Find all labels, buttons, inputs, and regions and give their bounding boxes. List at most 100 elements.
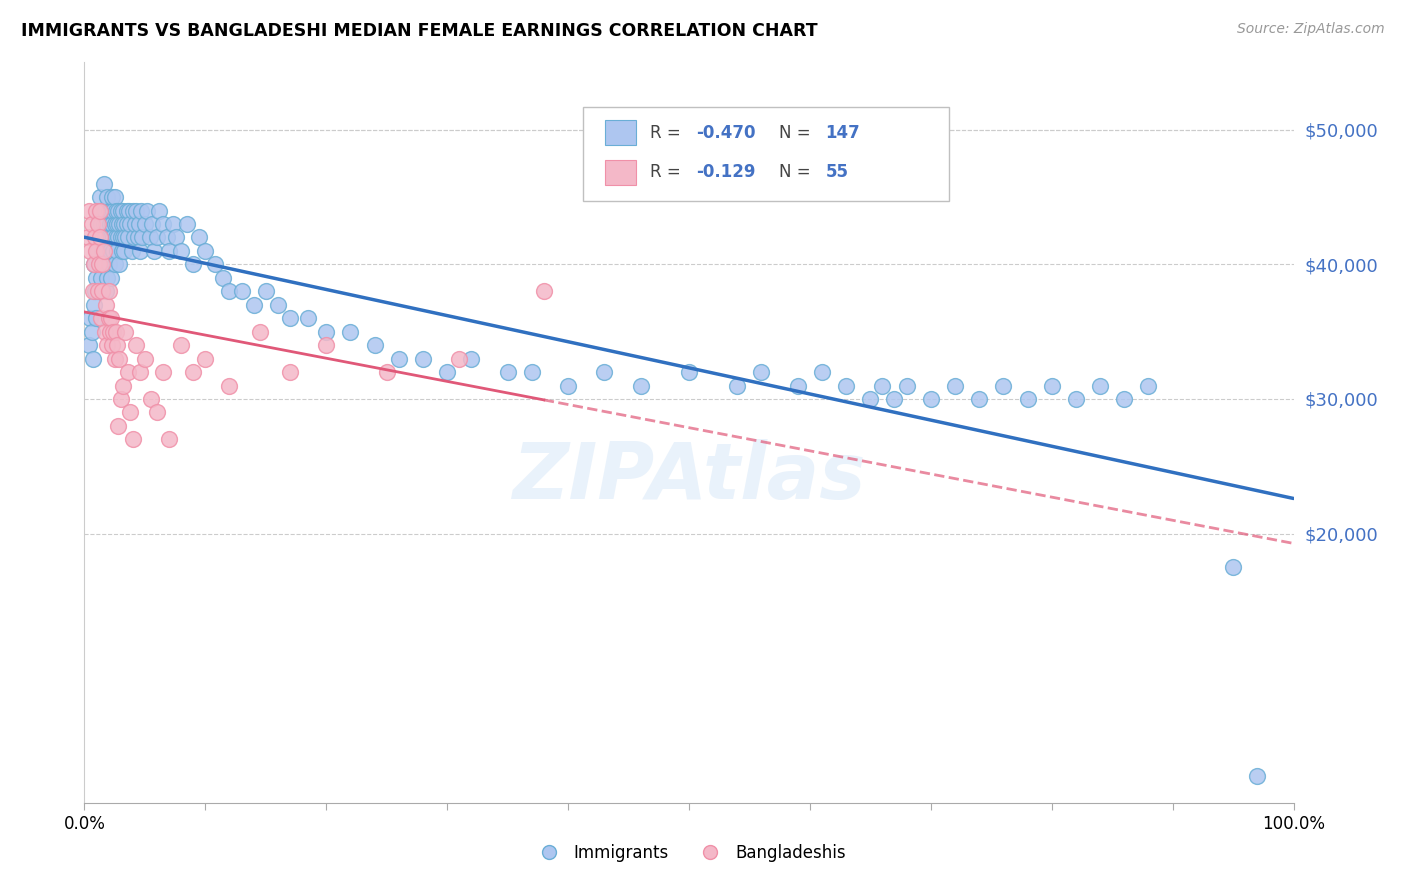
- Point: [100, 203, 122, 218]
- Point: [176, 217, 198, 231]
- Point: [339, 325, 361, 339]
- Point: [86, 217, 108, 231]
- Point: [136, 203, 159, 218]
- Point: [267, 298, 290, 312]
- Point: [129, 203, 152, 218]
- Point: [80, 325, 103, 339]
- Point: [194, 244, 217, 258]
- Point: [204, 257, 226, 271]
- Point: [1137, 378, 1160, 392]
- Point: [460, 351, 482, 366]
- Point: [1088, 378, 1111, 392]
- Point: [143, 244, 166, 258]
- Point: [533, 285, 555, 299]
- Point: [127, 230, 149, 244]
- Point: [94, 298, 117, 312]
- Point: [97, 311, 120, 326]
- Point: [89, 203, 111, 218]
- Point: [104, 230, 127, 244]
- Point: [412, 351, 434, 366]
- Point: [110, 392, 132, 406]
- Point: [121, 203, 143, 218]
- Point: [97, 257, 120, 271]
- Point: [496, 365, 519, 379]
- Point: [110, 230, 132, 244]
- Point: [165, 230, 187, 244]
- Point: [94, 217, 117, 231]
- Point: [104, 203, 127, 218]
- Point: [93, 217, 115, 231]
- Point: [86, 203, 108, 218]
- Point: [297, 311, 319, 326]
- Point: [1114, 392, 1136, 406]
- Point: [872, 378, 894, 392]
- Point: [157, 244, 180, 258]
- Point: [87, 285, 110, 299]
- Point: [112, 244, 135, 258]
- Point: [84, 285, 107, 299]
- Point: [129, 244, 152, 258]
- Point: [80, 217, 103, 231]
- Point: [212, 270, 235, 285]
- Point: [278, 311, 301, 326]
- Point: [79, 244, 101, 258]
- Point: [105, 244, 128, 258]
- Point: [1222, 560, 1244, 574]
- Point: [115, 217, 138, 231]
- Point: [104, 325, 127, 339]
- Point: [94, 257, 117, 271]
- Point: [835, 378, 858, 392]
- Point: [90, 217, 112, 231]
- Point: [181, 257, 204, 271]
- Text: 55: 55: [825, 163, 848, 181]
- Point: [94, 244, 117, 258]
- Point: [993, 378, 1015, 392]
- Point: [134, 351, 156, 366]
- Point: [170, 244, 193, 258]
- Point: [98, 244, 121, 258]
- Text: N =: N =: [779, 124, 815, 142]
- Point: [107, 418, 129, 433]
- Text: ZIPAtlas: ZIPAtlas: [512, 439, 866, 515]
- Legend: Immigrants, Bangladeshis: Immigrants, Bangladeshis: [526, 838, 852, 869]
- Point: [87, 257, 110, 271]
- Text: 147: 147: [825, 124, 860, 142]
- Point: [86, 244, 108, 258]
- Point: [91, 285, 114, 299]
- Point: [146, 405, 169, 419]
- Point: [811, 365, 834, 379]
- Point: [101, 190, 124, 204]
- Point: [105, 338, 128, 352]
- Point: [630, 378, 652, 392]
- Point: [139, 392, 162, 406]
- Point: [107, 203, 129, 218]
- Point: [93, 244, 115, 258]
- Point: [194, 351, 217, 366]
- Point: [218, 285, 240, 299]
- Point: [725, 378, 748, 392]
- Point: [375, 365, 398, 379]
- Point: [114, 230, 136, 244]
- Point: [121, 244, 143, 258]
- Point: [86, 311, 108, 326]
- Point: [83, 257, 105, 271]
- Point: [89, 190, 111, 204]
- Point: [82, 351, 104, 366]
- Point: [104, 351, 127, 366]
- Point: [108, 257, 131, 271]
- Point: [96, 270, 118, 285]
- Point: [125, 203, 148, 218]
- Point: [520, 365, 543, 379]
- Point: [97, 203, 120, 218]
- Point: [89, 230, 111, 244]
- Text: -0.129: -0.129: [696, 163, 755, 181]
- Point: [89, 230, 111, 244]
- Point: [97, 230, 120, 244]
- Point: [254, 285, 277, 299]
- Point: [77, 338, 100, 352]
- Point: [86, 270, 108, 285]
- Point: [557, 378, 579, 392]
- Point: [786, 378, 808, 392]
- Point: [138, 230, 160, 244]
- Point: [112, 203, 135, 218]
